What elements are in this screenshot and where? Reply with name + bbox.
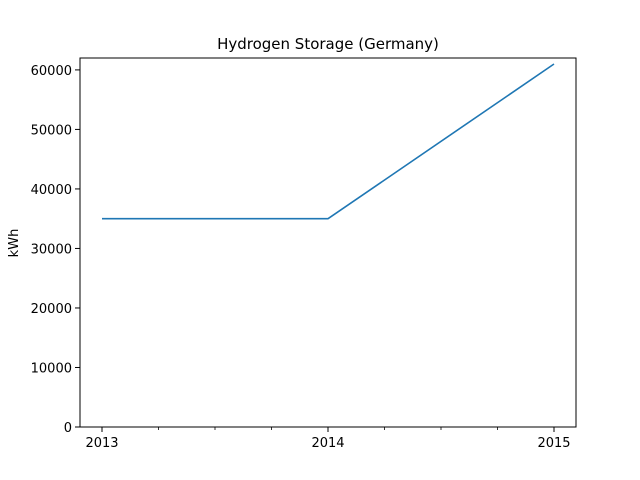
y-tick-label: 40000	[31, 183, 72, 198]
chart-title: Hydrogen Storage (Germany)	[217, 35, 439, 53]
x-tick-label: 2014	[311, 436, 344, 451]
y-axis-label: kWh	[7, 229, 22, 258]
y-tick-label: 50000	[31, 123, 72, 138]
x-tick-label: 2015	[537, 436, 570, 451]
y-tick-label: 30000	[31, 242, 72, 257]
y-tick-label: 60000	[31, 64, 72, 79]
plot-frame	[79, 57, 577, 428]
y-tick-label: 0	[64, 421, 72, 436]
x-tick-label: 2013	[85, 436, 118, 451]
series-line	[102, 63, 555, 220]
plot-area: 0 10000 20000 30000 40000 50000 60000 2013 2014 2…	[31, 63, 571, 451]
y-tick-label: 10000	[31, 361, 72, 376]
y-tick-label: 20000	[31, 302, 72, 317]
